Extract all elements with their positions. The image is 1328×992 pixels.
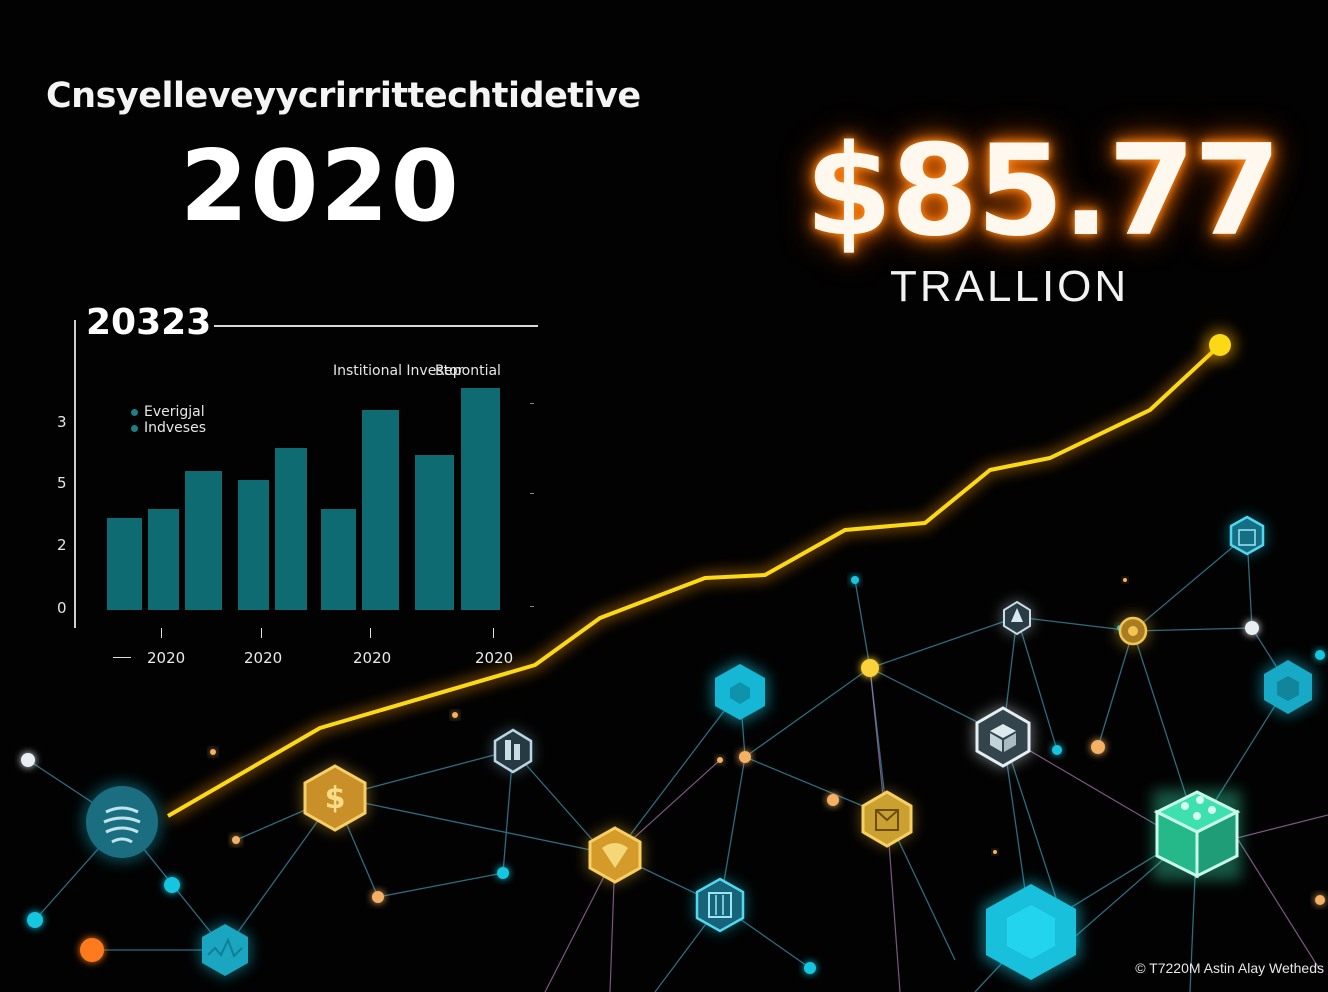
- right-axis-mark: [530, 493, 534, 494]
- copyright-credit: © T7220M Astin Alay Wetheds: [1135, 960, 1324, 976]
- x-tick: [370, 628, 371, 638]
- trend-line: [165, 329, 1236, 821]
- x-tick: [161, 628, 162, 638]
- bar-annotation: Repontial: [435, 363, 501, 379]
- x-tick: [261, 628, 262, 638]
- x-tick-label: 2020: [475, 649, 514, 667]
- x-tick-label: 2020: [244, 649, 283, 667]
- coin-icon: [1116, 614, 1150, 648]
- bar: [148, 509, 179, 610]
- cube-right-icon: [1261, 657, 1315, 717]
- highlight-value: $85.77: [805, 117, 1281, 264]
- bar: [461, 388, 500, 610]
- x-tick-label: 2020: [353, 649, 392, 667]
- bar: [107, 518, 142, 610]
- bar: [321, 509, 356, 610]
- y-axis-line: [74, 320, 76, 628]
- year-heading: 2020: [180, 130, 461, 244]
- bar: [275, 448, 307, 610]
- y-tick-label: 2: [57, 536, 67, 554]
- box-hex-icon: [861, 790, 913, 848]
- large-hex-icon: [982, 880, 1080, 984]
- highlight-unit: TRALLION: [890, 262, 1130, 311]
- right-axis-mark: [530, 403, 534, 404]
- legend-item: Indveses: [131, 420, 206, 436]
- bar-annotation: Institional Investor: [333, 363, 464, 379]
- bar: [362, 410, 399, 610]
- shield-hex-icon: [587, 825, 643, 885]
- bar: [415, 455, 454, 610]
- blocks-hex-icon: [974, 705, 1032, 769]
- bar: [185, 471, 222, 610]
- legend-label: Everigjal: [144, 404, 205, 420]
- legend-item: Everigjal: [131, 404, 205, 420]
- dollar-hex-icon: $: [302, 763, 368, 833]
- right-axis-mark: [530, 606, 534, 607]
- cube-hex-icon: [712, 660, 768, 724]
- y-tick-label: 0: [57, 599, 67, 617]
- y-tick-label: 3: [57, 413, 67, 431]
- chart-title: 20323: [86, 302, 212, 343]
- ledger-hex-icon: [695, 877, 745, 933]
- x-tick: [493, 628, 494, 638]
- arrow-hex-icon: [1002, 600, 1032, 636]
- wave-hex-icon: [200, 922, 250, 978]
- y-tick-label: 5: [57, 474, 67, 492]
- cube-top-icon: [1229, 515, 1265, 556]
- dice-cube-icon: [1153, 790, 1241, 880]
- globe-node-icon: [82, 782, 162, 862]
- headline: Cnsyelleveyycrirrittechtidetive: [46, 76, 641, 116]
- legend-label: Indveses: [144, 420, 206, 436]
- trend-end-marker: [1209, 334, 1231, 356]
- svg-text:$: $: [325, 781, 346, 816]
- chart-title-divider: [214, 325, 538, 327]
- x-tick-label: 2020: [147, 649, 186, 667]
- legend-dot-icon: [131, 408, 138, 416]
- legend-dot-icon: [131, 424, 138, 432]
- x-axis-dash: [113, 657, 131, 658]
- building-hex-icon: [493, 728, 533, 774]
- bar: [238, 480, 269, 610]
